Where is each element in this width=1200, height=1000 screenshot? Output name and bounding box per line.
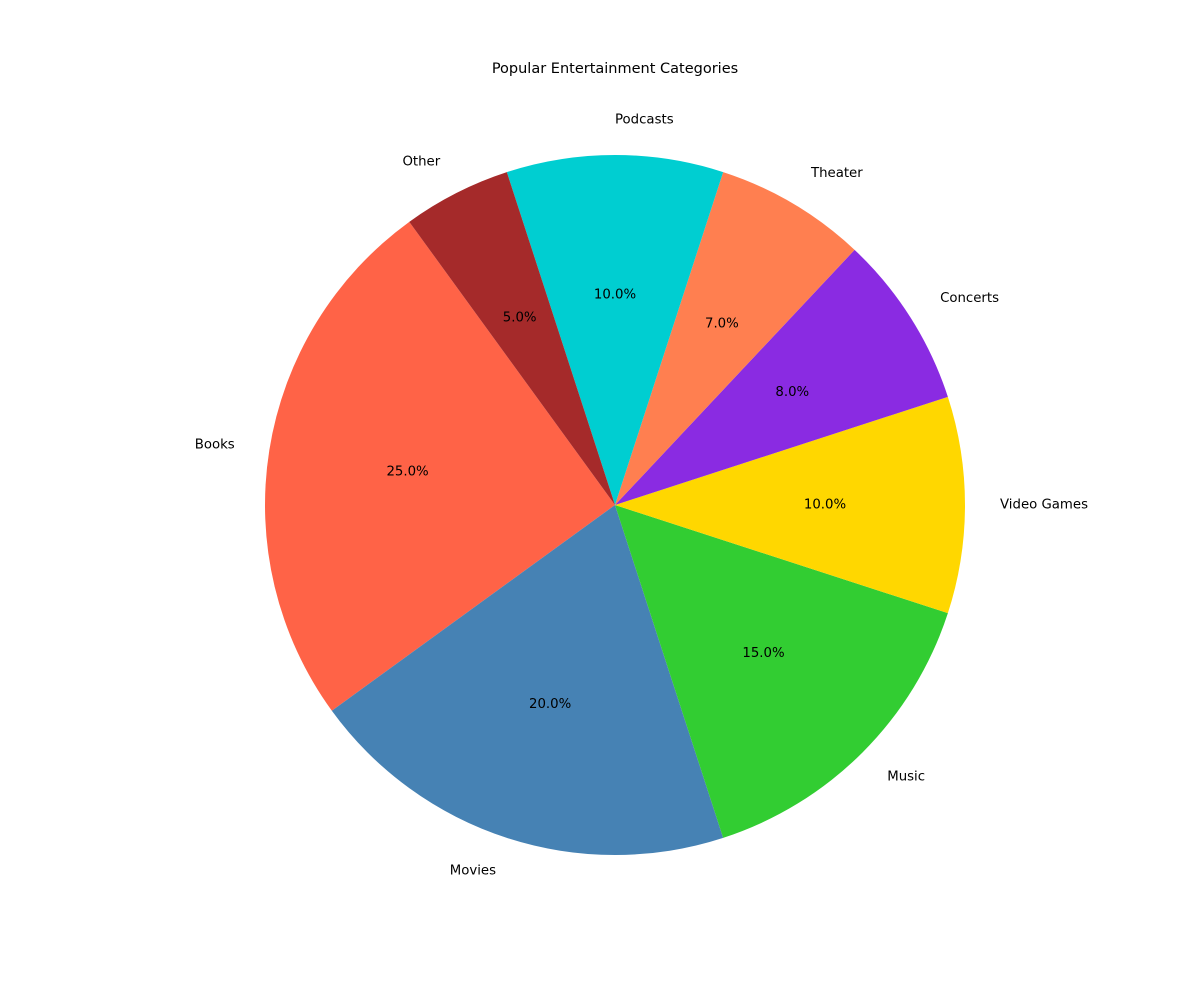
pie-slice-books	[264, 221, 615, 711]
slice-label-theater: Theater	[810, 166, 863, 181]
slice-percent-other: 5.0%	[503, 310, 537, 325]
slice-label-podcasts: Podcasts	[615, 113, 674, 128]
slice-percent-movies: 20.0%	[529, 697, 571, 712]
pie-slice-video-games	[615, 396, 966, 614]
slice-label-books: Books	[195, 437, 235, 452]
pie-slice-movies	[331, 505, 724, 856]
pie-labels: Books 25.0% Movies 20.0% Music 15.0% Video Gam…	[195, 113, 1088, 879]
pie-slice-concerts	[615, 249, 948, 505]
slice-label-other: Other	[402, 154, 440, 169]
slice-percent-theater: 7.0%	[705, 317, 739, 332]
chart-title: Popular Entertainment Categories	[492, 61, 738, 77]
pie-slice-theater	[615, 172, 855, 505]
slice-percent-video-games: 10.0%	[804, 498, 846, 513]
pie-slices	[264, 154, 966, 856]
slice-percent-concerts: 8.0%	[775, 385, 809, 400]
pie-slice-podcasts	[506, 154, 724, 505]
slice-label-video-games: Video Games	[1000, 498, 1088, 513]
slice-label-concerts: Concerts	[940, 291, 999, 306]
slice-label-music: Music	[887, 770, 925, 785]
slice-percent-music: 15.0%	[742, 646, 784, 661]
slice-percent-podcasts: 10.0%	[594, 288, 636, 303]
slice-percent-books: 25.0%	[386, 465, 428, 480]
pie-slice-other	[409, 172, 615, 505]
pie-slice-music	[615, 505, 948, 838]
slice-label-movies: Movies	[450, 864, 496, 879]
